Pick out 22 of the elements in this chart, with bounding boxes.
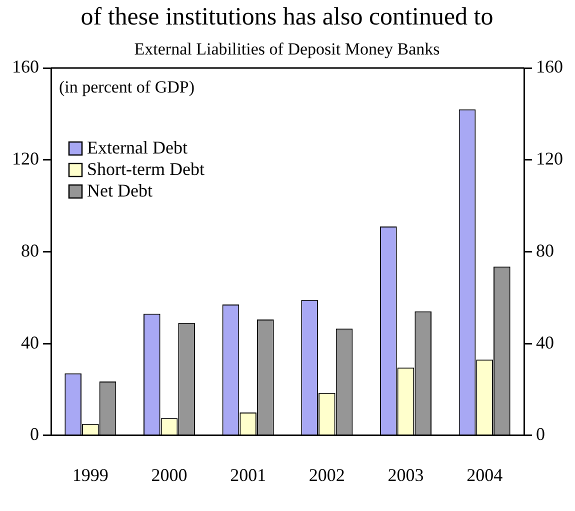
y-tick-label: 0	[30, 424, 39, 444]
y2-tick-label: 80	[536, 240, 554, 260]
legend-label: External Debt	[87, 138, 188, 158]
y-tick-label: 80	[21, 240, 39, 260]
x-tick-label: 1999	[72, 464, 108, 485]
legend-label: Short-term Debt	[87, 159, 204, 180]
y-tick-label: 120	[12, 148, 39, 169]
x-tick-label: 2001	[230, 464, 266, 485]
legend-label: Net Debt	[87, 180, 152, 201]
y2-tick-label: 0	[536, 424, 545, 444]
annotation: (in percent of GDP)	[59, 77, 194, 96]
x-tick-label: 2002	[308, 464, 345, 485]
y2-tick-label: 160	[536, 56, 563, 77]
x-tick-label: 2004	[466, 464, 503, 485]
y2-tick-label: 120	[536, 148, 563, 169]
x-tick-label: 2000	[151, 464, 188, 485]
x-tick-label: 2003	[388, 464, 424, 485]
y-tick-label: 160	[12, 56, 39, 77]
y2-tick-label: 40	[536, 332, 554, 352]
chart-title: External Liabilities of Deposit Money Banks	[134, 39, 440, 58]
y-tick-label: 40	[21, 332, 39, 352]
text: of these institutions has also continued to	[80, 4, 494, 31]
